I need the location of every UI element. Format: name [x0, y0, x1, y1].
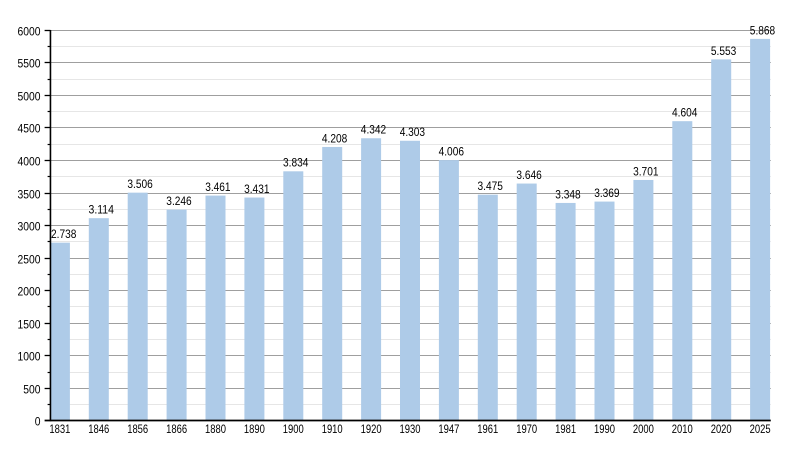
- svg-text:2025: 2025: [750, 422, 771, 436]
- svg-text:3.646: 3.646: [516, 168, 542, 182]
- svg-text:2000: 2000: [18, 284, 41, 298]
- svg-text:1890: 1890: [244, 422, 265, 436]
- svg-text:5.868: 5.868: [750, 23, 776, 37]
- svg-text:3000: 3000: [18, 219, 41, 233]
- svg-text:1930: 1930: [400, 422, 421, 436]
- svg-text:1910: 1910: [322, 422, 343, 436]
- svg-text:4.342: 4.342: [361, 123, 386, 137]
- svg-text:3.246: 3.246: [166, 194, 192, 208]
- svg-text:2010: 2010: [672, 422, 693, 436]
- svg-text:1990: 1990: [594, 422, 615, 436]
- svg-text:1961: 1961: [477, 422, 498, 436]
- svg-text:1900: 1900: [283, 422, 304, 436]
- svg-text:1880: 1880: [205, 422, 226, 436]
- svg-text:4.208: 4.208: [322, 131, 348, 145]
- svg-text:1846: 1846: [88, 422, 109, 436]
- svg-text:2500: 2500: [18, 252, 41, 266]
- svg-text:4000: 4000: [18, 154, 41, 168]
- svg-text:1866: 1866: [166, 422, 187, 436]
- svg-text:3.701: 3.701: [633, 164, 658, 178]
- svg-text:5500: 5500: [18, 56, 41, 70]
- svg-text:1981: 1981: [555, 422, 576, 436]
- svg-text:6000: 6000: [18, 24, 41, 38]
- svg-text:1500: 1500: [18, 317, 41, 331]
- svg-text:4.604: 4.604: [672, 106, 698, 120]
- svg-text:4500: 4500: [18, 121, 41, 135]
- svg-text:2.738: 2.738: [51, 227, 77, 241]
- svg-text:2000: 2000: [633, 422, 654, 436]
- svg-text:3.461: 3.461: [205, 180, 230, 194]
- svg-text:3.834: 3.834: [283, 156, 309, 170]
- svg-text:3.114: 3.114: [89, 203, 115, 217]
- svg-text:3.506: 3.506: [127, 177, 153, 191]
- svg-text:2020: 2020: [711, 422, 732, 436]
- svg-text:3.348: 3.348: [555, 187, 581, 201]
- svg-text:1856: 1856: [127, 422, 148, 436]
- svg-text:4.006: 4.006: [439, 145, 465, 159]
- svg-text:3.431: 3.431: [244, 182, 269, 196]
- svg-text:4.303: 4.303: [400, 125, 426, 139]
- svg-text:5000: 5000: [18, 89, 41, 103]
- svg-text:3500: 3500: [18, 187, 41, 201]
- svg-text:1831: 1831: [49, 422, 70, 436]
- svg-text:1947: 1947: [438, 422, 459, 436]
- svg-text:500: 500: [23, 382, 41, 396]
- svg-text:3.369: 3.369: [594, 186, 619, 200]
- svg-text:3.475: 3.475: [478, 179, 504, 193]
- svg-text:1970: 1970: [516, 422, 537, 436]
- svg-text:1000: 1000: [18, 349, 41, 363]
- svg-text:1920: 1920: [361, 422, 382, 436]
- svg-text:5.553: 5.553: [711, 44, 737, 58]
- svg-text:0: 0: [35, 414, 41, 428]
